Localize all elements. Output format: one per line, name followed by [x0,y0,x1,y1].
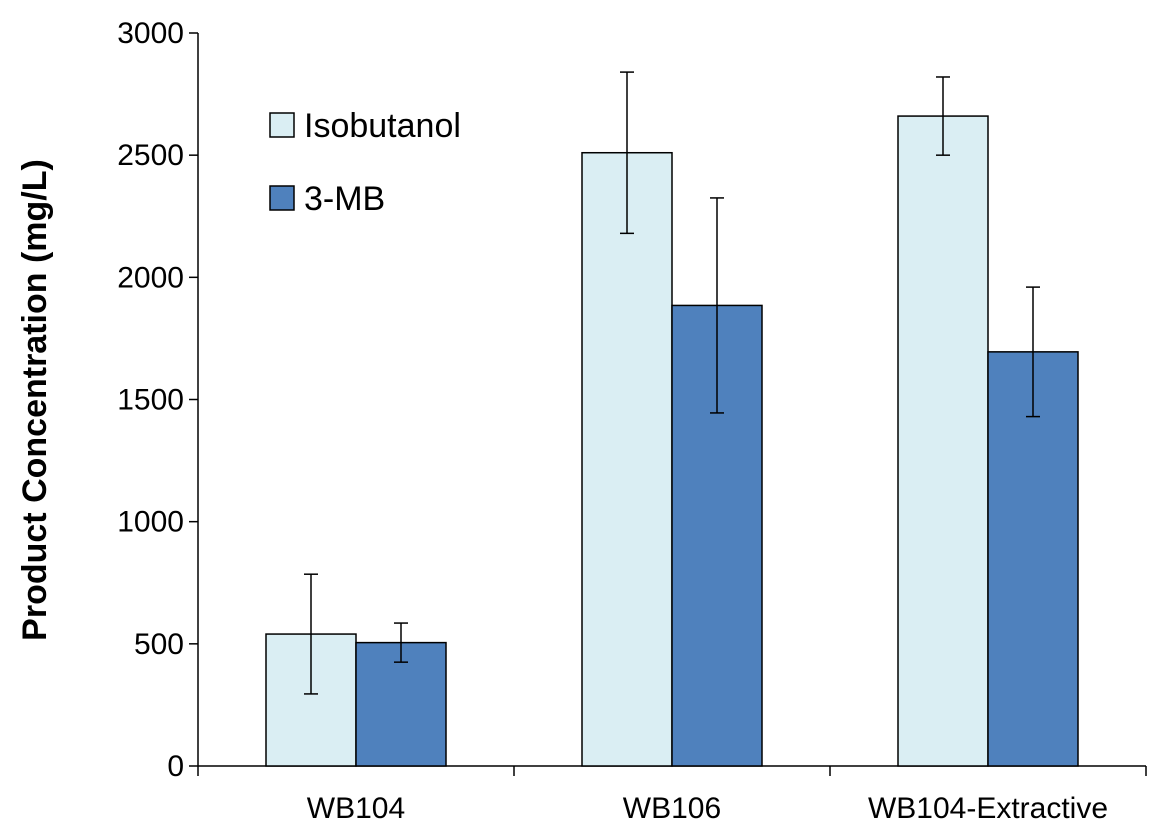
y-tick-label: 2000 [117,261,184,294]
y-tick-label: 1000 [117,506,184,539]
legend-label: Isobutanol [304,107,461,145]
y-tick-label: 3000 [117,17,184,50]
x-tick-label: WB104-Extractive [868,792,1108,825]
bar [897,115,989,767]
y-tick-label: 500 [134,628,184,661]
x-tick-label: WB104 [307,792,405,825]
legend-swatch [269,185,295,211]
plot-area: 0 500 1000 1500 2000 2500 3000 WB104 WB106 WB104-… [117,17,1147,825]
bar [355,641,447,767]
y-tick-label: 0 [167,750,184,783]
legend-swatch [269,112,295,138]
x-tick-label: WB106 [623,792,721,825]
y-tick-label: 1500 [117,384,184,417]
bar [581,151,673,767]
y-tick-label: 2500 [117,139,184,172]
y-axis-title: Product Concentration (mg/L) [16,159,54,641]
legend-label: 3-MB [304,180,385,218]
legend: Isobutanol 3-MB [269,107,461,218]
